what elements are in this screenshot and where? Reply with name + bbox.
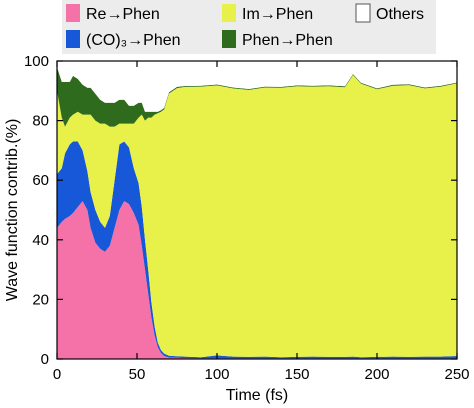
- x-tick-label: 200: [364, 366, 389, 383]
- axis-ticks: 0 50 100 150 200 250 0 20 40 60 80 100: [24, 53, 470, 383]
- x-tick-label: 250: [444, 366, 469, 383]
- x-tick-label: 0: [53, 366, 61, 383]
- plot-frame: [56, 60, 458, 360]
- legend-swatch: [66, 4, 80, 22]
- y-tick-label: 60: [32, 172, 49, 189]
- legend-label: Im→Phen: [242, 6, 313, 23]
- y-axis-title: Wave function contrib.(%): [4, 119, 21, 302]
- legend-label: (CO)₃→Phen: [86, 32, 181, 49]
- y-tick-label: 40: [32, 232, 49, 249]
- legend-label: Others: [376, 6, 424, 23]
- x-axis-title: Time (fs): [226, 387, 289, 404]
- x-tick-label: 100: [204, 366, 229, 383]
- y-tick-label: 20: [32, 291, 49, 308]
- legend-swatch: [355, 3, 371, 23]
- legend-label: Re→Phen: [86, 6, 160, 23]
- legend: Re→Phen Im→Phen Others (CO)₃→Phen Phen→Phen: [62, 0, 436, 54]
- plot-areas: [57, 61, 457, 359]
- legend-swatch: [66, 30, 80, 48]
- legend-label: Phen→Phen: [242, 32, 333, 49]
- legend-swatch: [222, 4, 236, 22]
- legend-background: [62, 0, 436, 54]
- x-tick-label: 150: [284, 366, 309, 383]
- y-tick-label: 80: [32, 113, 49, 130]
- y-tick-label: 0: [41, 351, 49, 368]
- x-tick-label: 50: [129, 366, 146, 383]
- legend-swatch: [222, 30, 236, 48]
- area-series-5: [57, 61, 457, 112]
- area-series-3: [57, 75, 457, 358]
- area-series-1: [57, 201, 457, 359]
- y-tick-label: 100: [24, 53, 49, 70]
